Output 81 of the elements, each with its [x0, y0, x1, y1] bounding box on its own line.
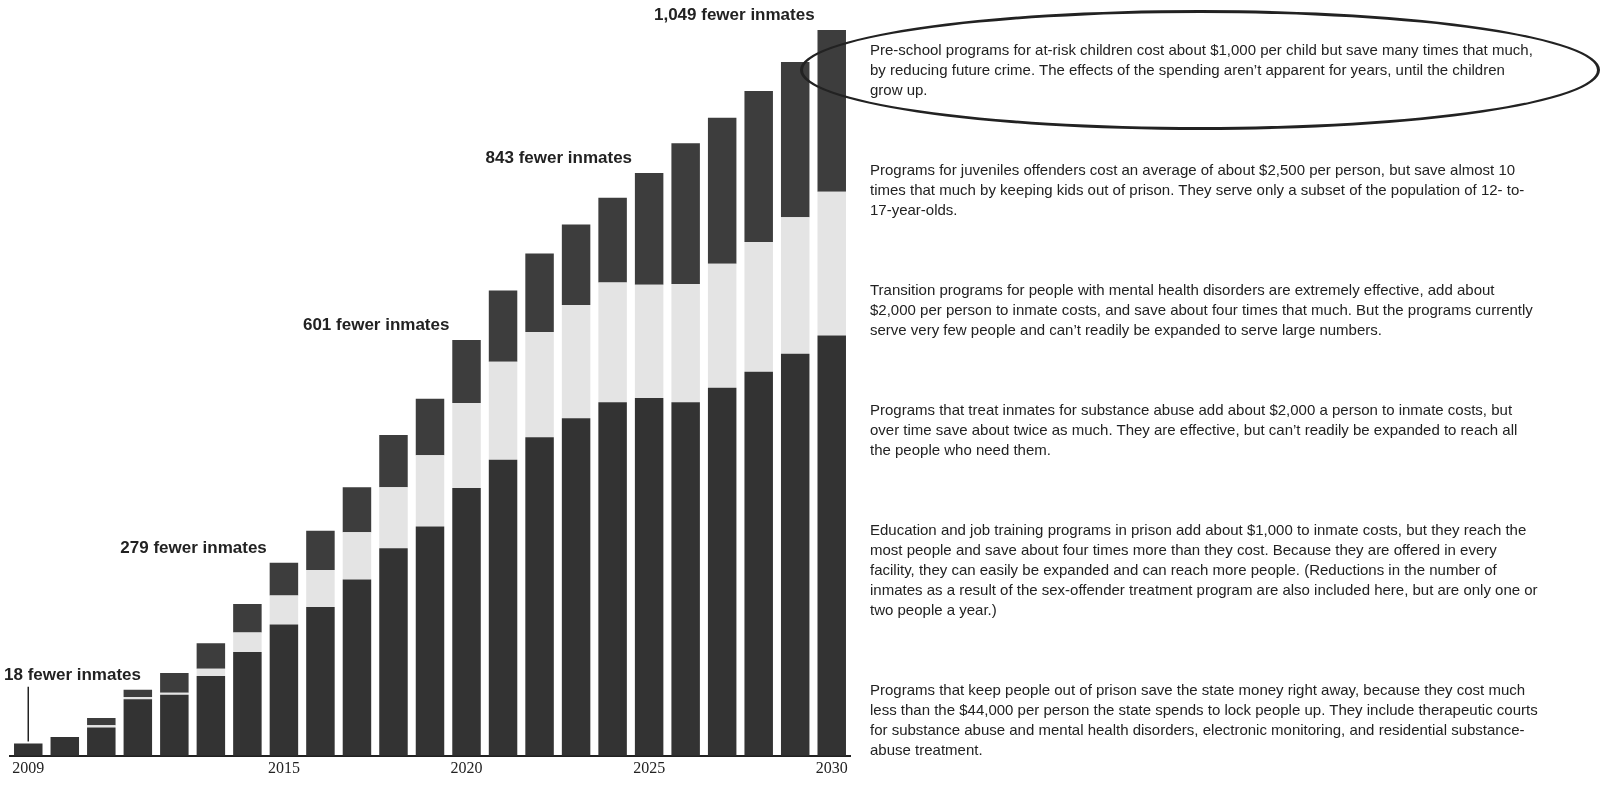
annotation: 18 fewer inmates — [4, 664, 142, 684]
bar — [342, 487, 372, 533]
bar — [707, 117, 737, 264]
bar — [780, 217, 810, 354]
bar — [561, 418, 591, 756]
bar — [817, 191, 846, 336]
bar — [87, 718, 116, 726]
bar — [598, 282, 627, 403]
bar — [707, 263, 737, 388]
bar — [488, 361, 518, 460]
bar — [671, 402, 700, 756]
bar — [379, 487, 408, 549]
bar — [525, 437, 554, 756]
bar — [634, 172, 664, 285]
bar — [233, 604, 262, 633]
bar — [488, 459, 518, 756]
x-tick-label: 2009 — [12, 758, 45, 776]
annotation: 601 fewer inmates — [302, 315, 450, 335]
bar — [87, 725, 116, 728]
annotation: 279 fewer inmates — [120, 537, 267, 557]
bar — [780, 61, 810, 218]
bar — [306, 607, 335, 756]
bar — [488, 290, 518, 362]
x-tick-label: 2015 — [267, 758, 300, 776]
text: Education and job training programs in prison add about $1,000 to inmate costs, but they reach the most people and save about four times more than they cost. Because they are offered in every facility, they can easily be expanded and can reach more people. (Reductions in the number of inmates as a result of the sex-offender treatment program are also included here, but are only one or two people a year.) — [870, 520, 1539, 620]
bar — [269, 595, 299, 625]
bar — [707, 387, 737, 756]
bar — [196, 643, 226, 669]
bar — [196, 675, 226, 756]
bar — [598, 197, 627, 283]
bar — [123, 699, 153, 756]
bar — [233, 632, 262, 653]
bar — [14, 743, 43, 756]
bar — [561, 305, 591, 419]
bar — [233, 652, 262, 756]
bar — [415, 455, 445, 527]
bar — [415, 398, 445, 456]
text: Transition programs for people with mental health disorders are extremely effective, add about $2,000 per person to inmate costs, and save about four times that much. But the programs currently serve very few people and can’t readily be expanded to serve large numbers. — [870, 280, 1534, 340]
bar — [634, 284, 664, 398]
bar — [342, 532, 372, 580]
bar — [160, 673, 189, 693]
bar — [671, 143, 700, 285]
text: Programs for juveniles offenders cost an average of about $2,500 per person, but save almost 10 times that much by keeping kids out of prison. They serve only a subset of the population of 12- to-17-year-olds. — [870, 160, 1526, 220]
bar — [123, 689, 153, 698]
bar — [452, 487, 481, 756]
bar — [452, 339, 481, 404]
text: Pre-school programs for at-risk children cost about $1,000 per child but save many times that much, by reducing future crime. The effects of the spending aren’t apparent for years, until the children grow up. — [870, 40, 1534, 100]
bar — [817, 335, 846, 756]
annotation: 843 fewer inmates — [485, 148, 633, 168]
bar — [306, 570, 335, 608]
x-tick-label: 2025 — [633, 758, 666, 776]
bar — [415, 526, 445, 756]
annotation: 1,049 fewer inmates — [653, 5, 815, 25]
bar — [196, 668, 226, 676]
bar — [342, 579, 372, 756]
bar — [269, 624, 299, 756]
bar — [671, 284, 700, 403]
bar — [634, 397, 664, 756]
bar — [744, 371, 773, 756]
x-tick-label: 2030 — [815, 758, 848, 776]
text: Programs that treat inmates for substance abuse add about $2,000 a person to inmate costs, but over time save about twice as much. They are effective, but can’t readily be expanded to reach all the people who need them. — [870, 400, 1519, 460]
bar — [160, 694, 189, 756]
bar — [780, 353, 810, 756]
bar — [817, 30, 846, 192]
bar — [379, 548, 408, 756]
bar — [379, 435, 408, 488]
bar — [525, 253, 554, 332]
bar — [50, 736, 80, 756]
bar — [87, 727, 116, 756]
bar — [561, 224, 591, 306]
bar — [269, 562, 299, 596]
text: Programs that keep people out of prison save the state money right away, because they cost much less than the $44,000 per person the state spends to lock people up. They include therapeutic courts for substance abuse and mental health disorders, electronic monitoring, and residential substance-abuse treatment. — [870, 680, 1539, 760]
x-tick-label: 2020 — [450, 758, 483, 776]
bar — [598, 402, 627, 756]
bar — [452, 403, 481, 488]
bar — [744, 90, 773, 242]
bar — [160, 692, 189, 695]
bar — [744, 241, 773, 372]
bar — [123, 697, 153, 700]
bar — [306, 530, 335, 570]
bar — [525, 331, 554, 438]
